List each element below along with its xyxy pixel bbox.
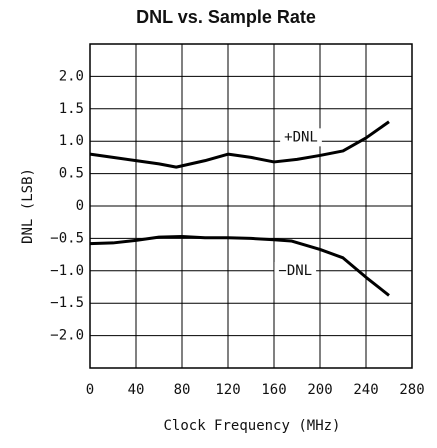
y-tick-label: −2.0 (50, 328, 84, 344)
data-line (89, 234, 390, 297)
y-tick-label: −0.5 (50, 230, 84, 246)
y-tick-label: 0.5 (59, 166, 84, 182)
series-label: −DNL (278, 263, 312, 279)
x-tick-label: 120 (215, 382, 240, 398)
x-tick-label: 200 (307, 382, 332, 398)
x-tick-label: 280 (399, 382, 424, 398)
series-label: +DNL (284, 129, 318, 145)
y-tick-label: 0 (76, 198, 84, 214)
x-tick-label: 40 (128, 382, 145, 398)
label-bg (280, 128, 322, 147)
y-axis-label: DNL (LSB) (20, 168, 36, 244)
x-axis-label: Clock Frequency (MHz) (163, 418, 340, 434)
y-tick-label: 2.0 (59, 68, 84, 84)
x-tick-label: 160 (261, 382, 286, 398)
y-tick-label: 1.0 (59, 133, 84, 149)
y-tick-label: −1.0 (50, 263, 84, 279)
data-line (89, 120, 390, 169)
y-tick-label: 1.5 (59, 101, 84, 117)
x-tick-label: 80 (174, 382, 191, 398)
y-tick-label: −1.5 (50, 295, 84, 311)
label-bg (274, 261, 317, 280)
plot-frame (89, 43, 413, 369)
chart-title: DNL vs. Sample Rate (136, 7, 316, 27)
x-tick-label: 0 (86, 382, 94, 398)
x-tick-label: 240 (353, 382, 378, 398)
